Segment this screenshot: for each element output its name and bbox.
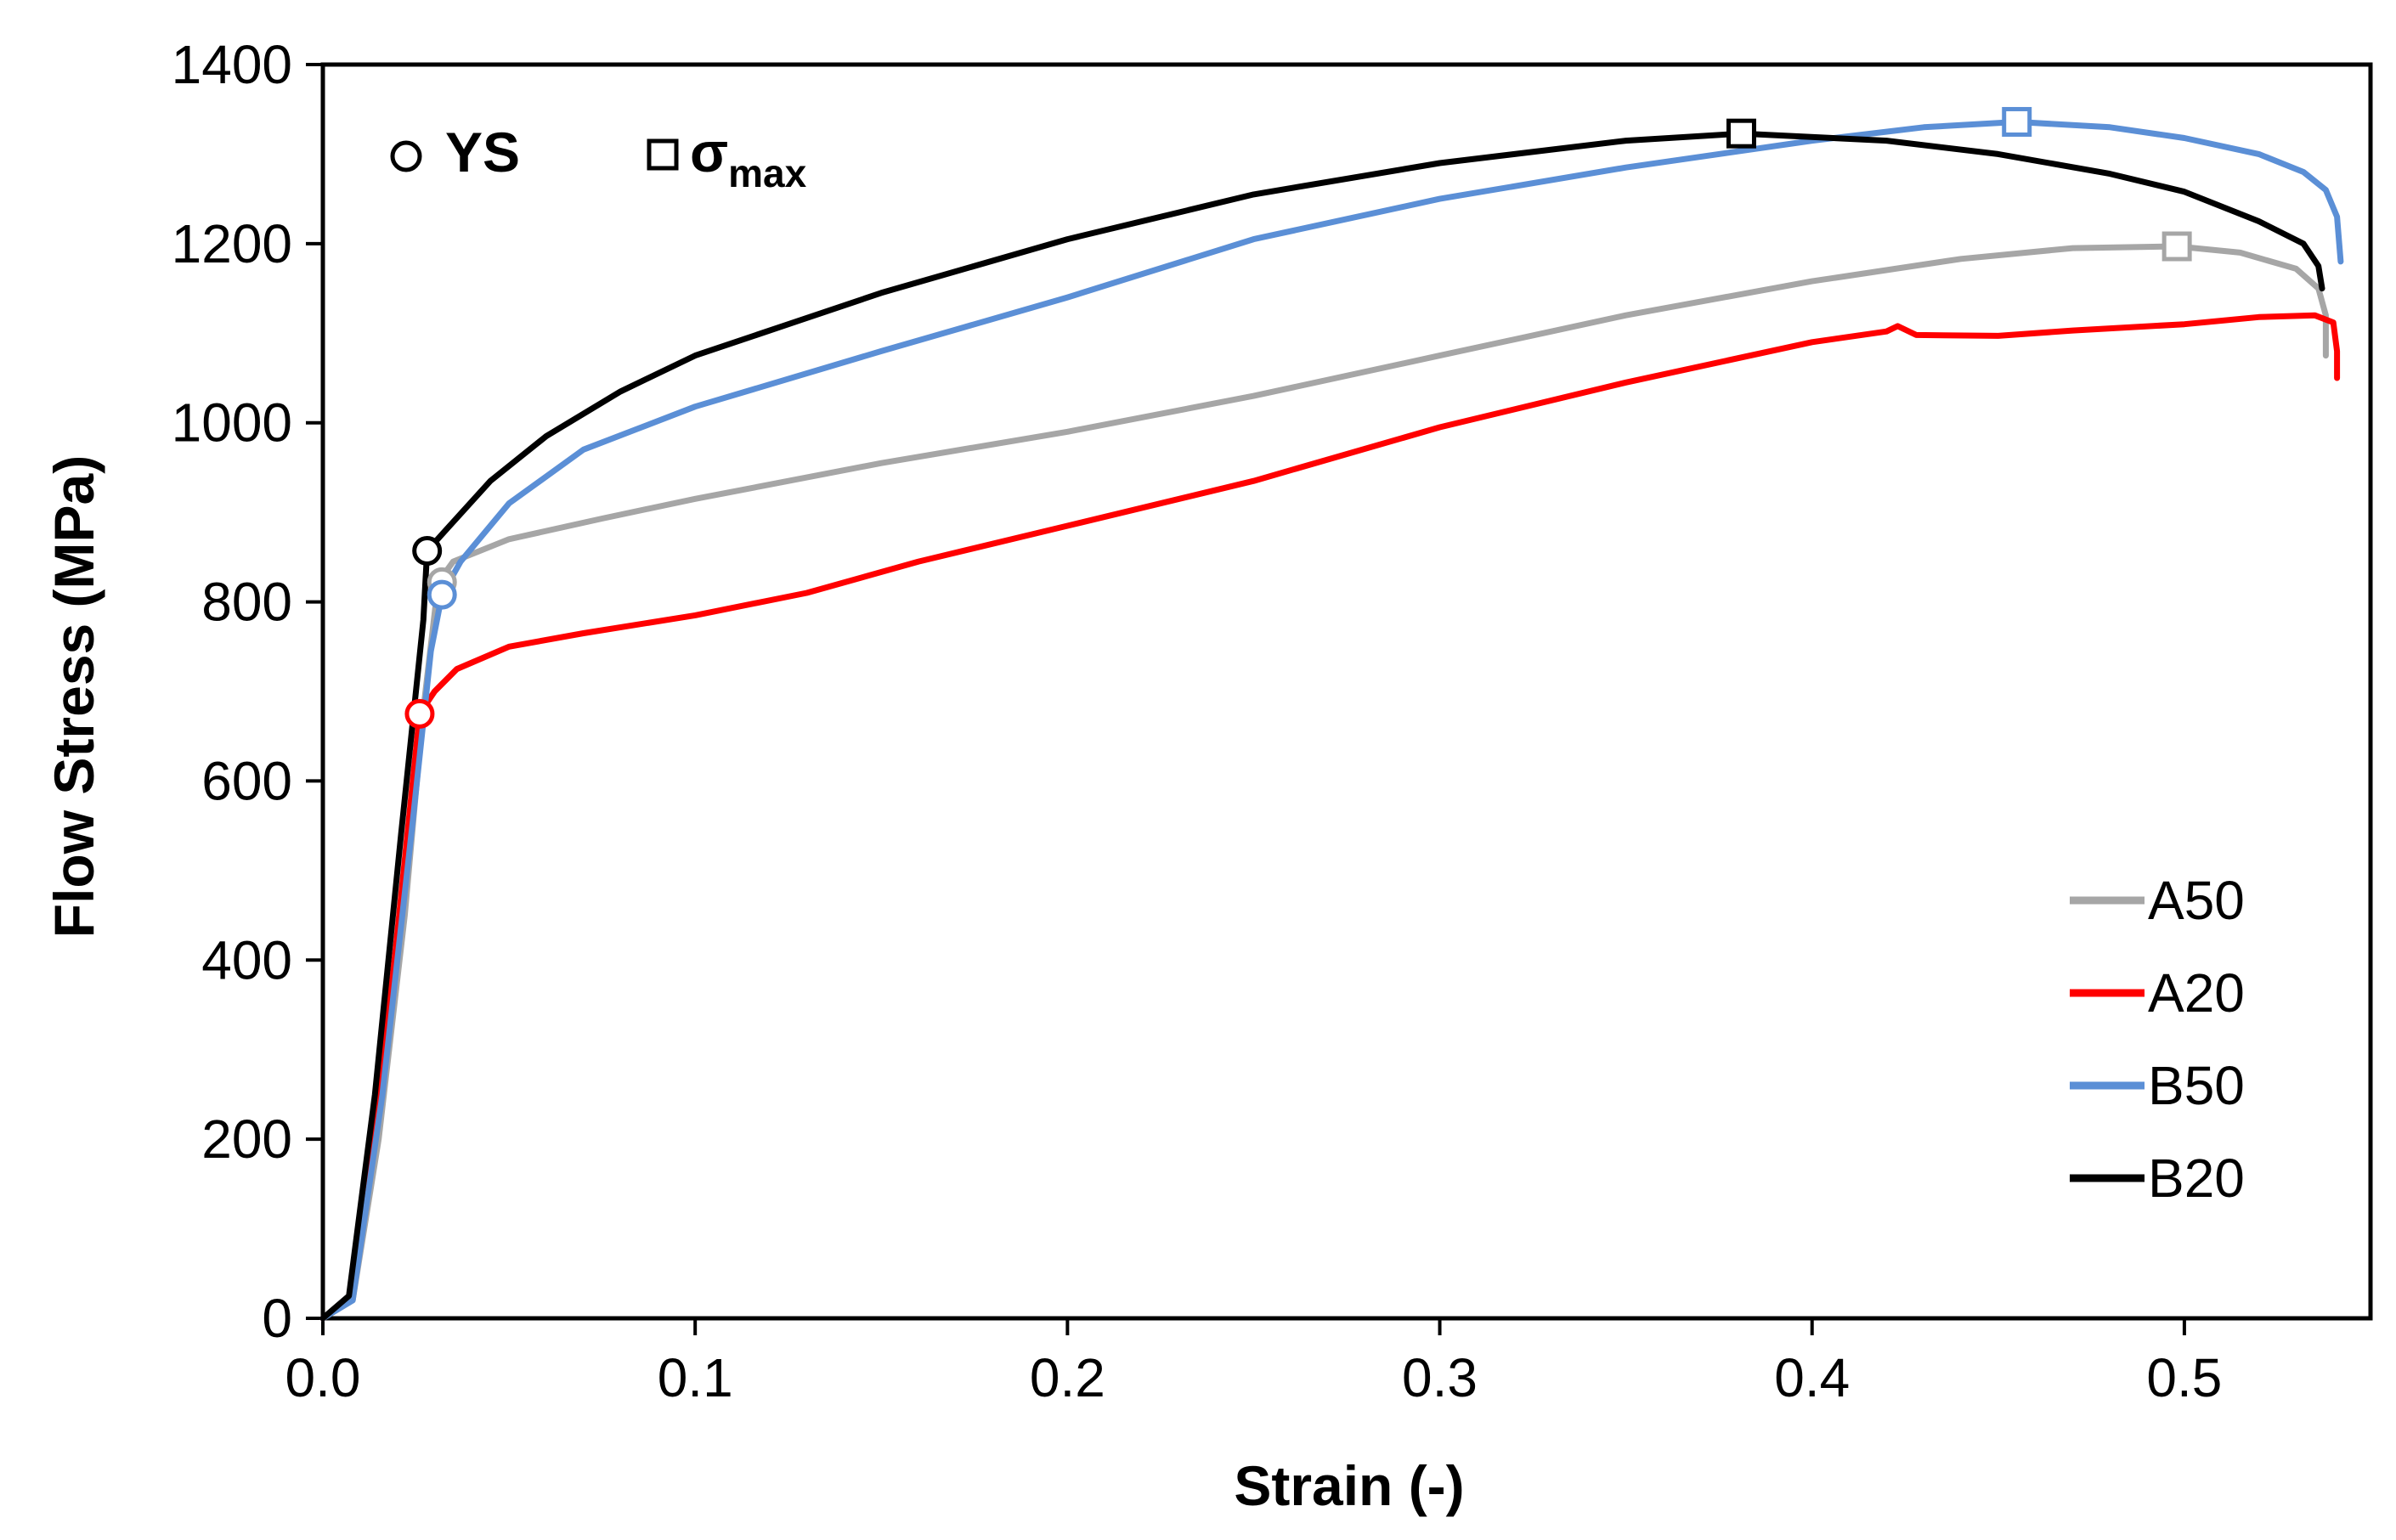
y-tick-label: 1200 (172, 213, 292, 274)
smax-subscript: max (728, 151, 806, 195)
series-line-b50 (319, 119, 2344, 1322)
y-tick-label: 400 (201, 929, 292, 990)
series-layer (319, 119, 2344, 1322)
smax-legend-label: σmax (690, 121, 807, 195)
x-tick-label: 0.1 (658, 1347, 733, 1408)
x-tick-label: 0.4 (1774, 1347, 1850, 1408)
smax-marker-a50 (2161, 231, 2192, 262)
y-tick-label: 600 (201, 750, 292, 811)
y-tick-label: 1000 (172, 392, 292, 454)
marker-legend: YS σmax (390, 121, 807, 195)
ys-marker-b20 (412, 535, 443, 566)
ys-legend-marker (390, 140, 422, 172)
legend-label-a20: A20 (2148, 962, 2245, 1024)
legend-label-a50: A50 (2148, 870, 2245, 931)
ys-marker-b50 (427, 579, 457, 610)
y-axis-title: Flow Stress (MPa) (42, 455, 105, 938)
smax-marker-b20 (1726, 118, 1756, 149)
ys-marker-a20 (404, 698, 435, 729)
legend-label-b20: B20 (2148, 1148, 2245, 1209)
smax-symbol: σ (690, 121, 728, 183)
series-line-b20 (319, 130, 2325, 1322)
x-tick-label: 0.5 (2146, 1347, 2222, 1408)
smax-legend-marker (647, 138, 679, 171)
markers-layer (404, 106, 2192, 729)
smax-marker-b50 (2002, 106, 2032, 137)
x-axis-title: Strain (-) (1234, 1454, 1464, 1517)
series-line-a50 (319, 243, 2329, 1322)
y-tick-label: 1400 (172, 34, 292, 95)
x-tick-label: 0.0 (285, 1347, 361, 1408)
y-axis: 0 200 400 600 800 1000 1200 1400 (172, 34, 323, 1349)
x-axis: 0.0 0.1 0.2 0.3 0.4 0.5 (285, 1318, 2222, 1408)
y-tick-label: 800 (201, 572, 292, 633)
x-tick-label: 0.2 (1030, 1347, 1105, 1408)
y-tick-label: 200 (201, 1108, 292, 1170)
plot-frame (320, 62, 2373, 1321)
ys-legend-label: YS (445, 121, 520, 183)
y-tick-label: 0 (262, 1288, 292, 1349)
series-legend: A50 A20 B50 B20 (2070, 870, 2245, 1209)
x-tick-label: 0.3 (1402, 1347, 1478, 1408)
legend-label-b50: B50 (2148, 1055, 2245, 1116)
series-line-a20 (319, 312, 2341, 1322)
